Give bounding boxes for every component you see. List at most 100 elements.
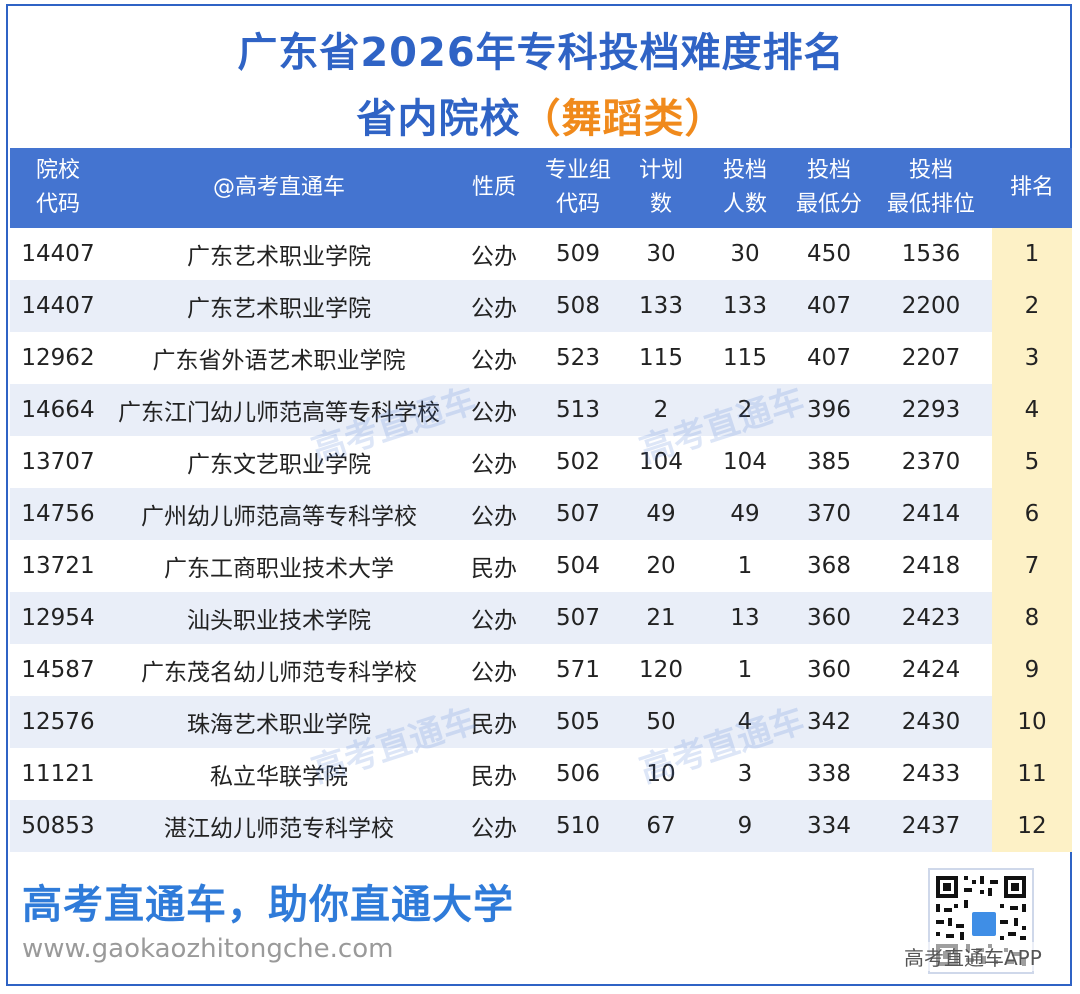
cell-plan-count: 104 (639, 449, 683, 475)
cell-group-code: 507 (556, 501, 600, 527)
cell-school-type: 民办 (471, 556, 517, 582)
cell-school-name: 广东省外语艺术职业学院 (152, 348, 406, 374)
cell-school-code: 14587 (21, 657, 95, 683)
cell-school-name: 广东工商职业技术大学 (164, 556, 394, 582)
cell-ranking: 8 (992, 592, 1072, 644)
subtitle-main: 省内院校 (356, 96, 521, 142)
cell-group-code: 510 (556, 813, 600, 839)
table-body: 14407 广东艺术职业学院 公办 509 30 30 450 1536 1 14407 广东艺术职… (10, 228, 1072, 852)
cell-admitted-count: 9 (737, 813, 753, 839)
cell-min-score: 342 (807, 709, 851, 735)
cell-school-code: 14407 (21, 293, 95, 319)
cell-plan-count: 50 (646, 709, 676, 735)
header-label-line2: 代码 (555, 192, 600, 217)
cell-school-code: 11121 (21, 761, 95, 787)
cell-school-name: 广东茂名幼儿师范专科学校 (141, 660, 417, 686)
cell-school-code: 14756 (21, 501, 95, 527)
cell-school-name: 私立华联学院 (210, 764, 348, 790)
cell-min-score: 368 (807, 553, 851, 579)
table-row: 11121 私立华联学院 民办 506 10 3 338 2433 11 (10, 748, 1072, 800)
cell-ranking: 3 (992, 332, 1072, 384)
cell-min-rank: 2207 (901, 345, 961, 371)
table-header-col-school-name: @高考直通车 (106, 148, 452, 228)
cell-ranking: 10 (992, 696, 1072, 748)
cell-min-score: 360 (807, 605, 851, 631)
footer-url[interactable]: www.gaokaozhitongche.com (22, 934, 394, 964)
subtitle-category: （舞蹈类） (520, 96, 726, 142)
cell-school-name: 广东艺术职业学院 (187, 296, 371, 322)
header-label-line2: 最低分 (795, 192, 862, 217)
poster-frame: 广东省2026年专科投档难度排名 省内院校（舞蹈类） 院校 代码 @高考直通车 性质专… (6, 4, 1072, 986)
header-label-line2: 最低排位 (886, 192, 975, 217)
cell-school-type: 民办 (471, 764, 517, 790)
cell-plan-count: 120 (639, 657, 683, 683)
cell-min-rank: 2437 (901, 813, 961, 839)
cell-group-code: 523 (556, 345, 600, 371)
table-row: 12576 珠海艺术职业学院 民办 505 50 4 342 2430 10 (10, 696, 1072, 748)
cell-school-type: 公办 (471, 504, 517, 530)
cell-min-rank: 2423 (901, 605, 961, 631)
cell-school-type: 公办 (471, 608, 517, 634)
cell-min-score: 385 (807, 449, 851, 475)
cell-min-score: 370 (807, 501, 851, 527)
cell-admitted-count: 13 (730, 605, 760, 631)
header-label-line2: 人数 (722, 192, 767, 217)
cell-group-code: 513 (556, 397, 600, 423)
cell-min-rank: 2414 (901, 501, 961, 527)
cell-school-type: 公办 (471, 400, 517, 426)
cell-school-type: 民办 (471, 712, 517, 738)
table-header-row: 院校 代码 @高考直通车 性质 专业组 代码 计划数投档 人数 投档 最低分 投档 最低排位 排名 (10, 148, 1072, 228)
cell-group-code: 506 (556, 761, 600, 787)
cell-ranking: 11 (992, 748, 1072, 800)
cell-school-code: 12954 (21, 605, 95, 631)
cell-school-name: 广东文艺职业学院 (187, 452, 371, 478)
cell-school-type: 公办 (471, 452, 517, 478)
table-row: 12962 广东省外语艺术职业学院 公办 523 115 115 407 2207 3 (10, 332, 1072, 384)
table-row: 14587 广东茂名幼儿师范专科学校 公办 571 120 1 360 2424 9 (10, 644, 1072, 696)
table-row: 12954 汕头职业技术学院 公办 507 21 13 360 2423 8 (10, 592, 1072, 644)
table-header-col-plan: 计划数 (620, 148, 702, 228)
cell-school-name: 珠海艺术职业学院 (187, 712, 371, 738)
cell-min-rank: 2370 (901, 449, 961, 475)
cell-school-name: 汕头职业技术学院 (187, 608, 371, 634)
page-subtitle: 省内院校（舞蹈类） (8, 86, 1074, 144)
cell-group-code: 507 (556, 605, 600, 631)
cell-min-rank: 2424 (901, 657, 961, 683)
header-label-line1: 计划 (638, 158, 683, 183)
cell-ranking: 9 (992, 644, 1072, 696)
cell-min-score: 407 (807, 293, 851, 319)
header-label-line1: @高考直通车 (212, 175, 345, 200)
table-row: 14756 广州幼儿师范高等专科学校 公办 507 49 49 370 2414 6 (10, 488, 1072, 540)
cell-ranking: 1 (992, 228, 1072, 280)
cell-school-name: 广州幼儿师范高等专科学校 (141, 504, 417, 530)
cell-min-rank: 2430 (901, 709, 961, 735)
header-label-line1: 投档 (806, 158, 851, 183)
app-logo-icon (970, 910, 998, 938)
table-row: 50853 湛江幼儿师范专科学校 公办 510 67 9 334 2437 12 (10, 800, 1072, 852)
cell-school-name: 广东艺术职业学院 (187, 244, 371, 270)
cell-school-code: 14664 (21, 397, 95, 423)
cell-plan-count: 115 (639, 345, 683, 371)
table-header-col-school-code: 院校 代码 (10, 148, 106, 228)
cell-ranking: 12 (992, 800, 1072, 852)
page-title: 广东省2026年专科投档难度排名 (237, 30, 845, 76)
cell-school-name: 湛江幼儿师范专科学校 (164, 816, 394, 842)
title-block: 广东省2026年专科投档难度排名 省内院校（舞蹈类） (8, 6, 1074, 148)
cell-min-score: 338 (807, 761, 851, 787)
cell-min-rank: 2293 (901, 397, 961, 423)
cell-min-rank: 2418 (901, 553, 961, 579)
table-row: 13721 广东工商职业技术大学 民办 504 20 1 368 2418 7 (10, 540, 1072, 592)
cell-group-code: 502 (556, 449, 600, 475)
cell-school-code: 13721 (21, 553, 95, 579)
table-header-col-group-code: 专业组 代码 (536, 148, 620, 228)
cell-ranking: 2 (992, 280, 1072, 332)
cell-plan-count: 30 (646, 241, 676, 267)
cell-admitted-count: 30 (730, 241, 760, 267)
table-row: 14664 广东江门幼儿师范高等专科学校 公办 513 2 2 396 2293 4 (10, 384, 1072, 436)
table-header-col-min-rank: 投档 最低排位 (870, 148, 992, 228)
cell-min-rank: 1536 (901, 241, 961, 267)
cell-ranking: 7 (992, 540, 1072, 592)
cell-school-code: 12962 (21, 345, 95, 371)
cell-school-type: 公办 (471, 348, 517, 374)
cell-school-code: 14407 (21, 241, 95, 267)
